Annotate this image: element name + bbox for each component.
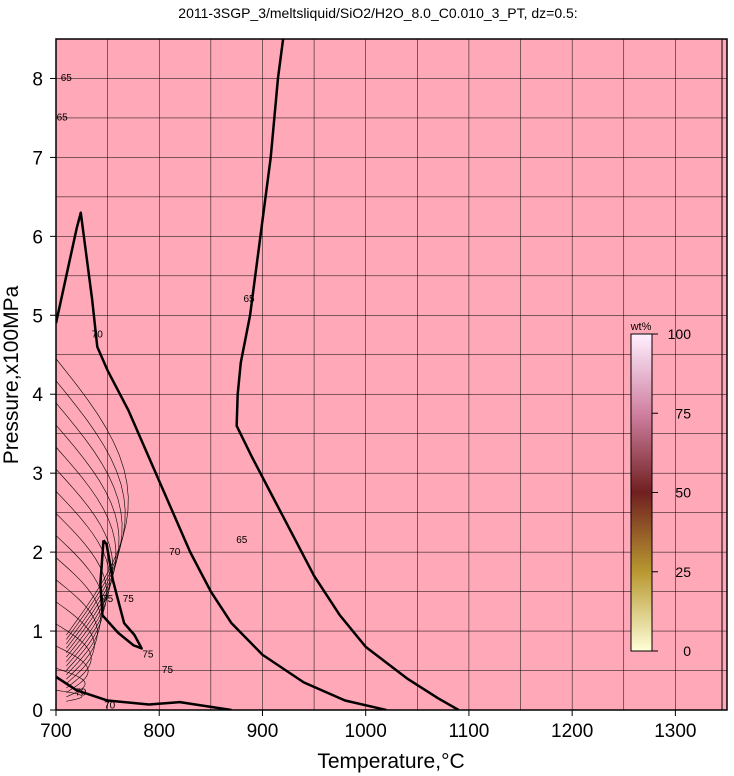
colorbar-tick-label: 25 [675,564,691,580]
x-axis-ticks: 700 800 900 1000 1100 1200 1300 [40,710,697,742]
y-tick-label: 7 [32,148,43,169]
thin-contour [56,513,107,667]
thin-contour [56,380,126,640]
thin-contour [56,645,89,693]
thin-contour [56,424,120,649]
y-tick-label: 2 [32,543,43,564]
y-tick-label: 4 [32,385,43,406]
colorbar-tick-label: 75 [675,405,691,421]
y-tick-label: 5 [32,306,43,327]
thin-contour [56,535,104,671]
colorbar-gradient [630,333,653,652]
thin-contour [56,667,86,698]
contour-label: 70 [169,547,181,558]
thin-contour [56,557,101,675]
colorbar-tick-label: 50 [675,485,691,501]
contour-label: 70 [92,330,104,341]
contour-label: 70 [104,701,116,712]
x-tick-label: 1100 [448,721,489,742]
thin-contour [56,623,92,689]
chart-title: 2011-3SGP_3/meltsliquid/SiO2/H2O_8.0_C0.… [178,5,577,21]
bold-contour-70 [56,211,387,710]
colorbar-label: wt% [630,321,652,333]
thin-contour [56,689,83,702]
plot-frame [55,38,728,711]
thin-contour [56,358,129,636]
contour-label: 65 [243,294,255,305]
plot-background [56,39,727,710]
y-tick-label: 1 [32,622,43,643]
x-tick-label: 800 [143,721,175,742]
contour-label: 75 [123,594,135,605]
y-axis-ticks: 0 1 2 3 4 5 6 7 8 [32,69,56,722]
y-tick-label: 8 [32,69,43,90]
x-tick-label: 700 [40,721,72,742]
contour-label: 65 [57,113,69,124]
y-tick-label: 6 [32,227,43,248]
bold-contour-70 [56,675,232,710]
contour-lines [56,39,723,710]
x-tick-label: 900 [247,721,279,742]
colorbar-tick-label: 100 [668,326,692,342]
thin-contour [56,491,110,662]
colorbar: wt% 0 25 50 75 100 [630,321,692,659]
thin-contour [56,446,117,653]
y-axis-label: Pressure,x100MPa [0,285,23,464]
contour-label: 65 [61,73,73,84]
y-tick-label: 0 [32,701,43,722]
thin-contour [56,579,98,680]
x-axis-label: Temperature,°C [317,750,464,773]
thin-contour [56,402,123,645]
thin-contour [56,601,95,684]
contour-label: 70 [75,687,87,698]
x-tick-label: 1200 [551,721,593,742]
x-tick-label: 1000 [345,721,387,742]
contour-label: 75 [142,649,154,660]
grid-lines [55,39,727,711]
contour-label: 75 [102,594,114,605]
x-tick-label: 1300 [654,721,696,742]
y-tick-label: 3 [32,464,43,485]
contour-label: 65 [236,535,248,546]
contour-labels: 65 65 70 65 70 65 75 75 75 75 70 70 [57,73,255,712]
colorbar-tick-label: 0 [683,643,691,659]
bold-contour-lines [56,39,460,710]
bold-contour-65 [235,39,460,710]
contour-label: 75 [162,665,174,676]
bold-contour-75 [99,539,143,650]
